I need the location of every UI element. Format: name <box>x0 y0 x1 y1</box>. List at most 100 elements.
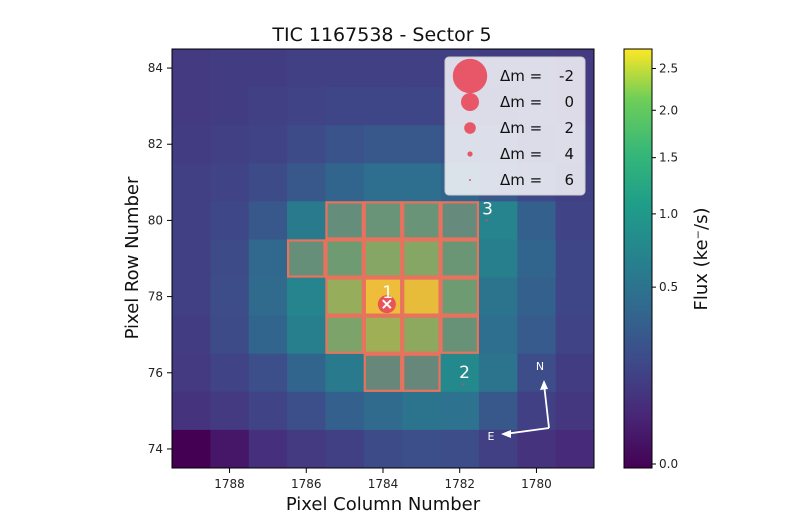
heatmap-cell-1780-77 <box>517 315 557 355</box>
legend: Δm = -2 Δm = 0 Δm = 2 Δm = 4 Δm = 6 <box>444 56 586 196</box>
heatmap-cell-1786-79 <box>287 239 326 278</box>
aperture-pixel-1784-79 <box>363 239 403 278</box>
star-label-3: 3 <box>482 199 493 219</box>
heatmap-cell-1779-78 <box>555 277 595 317</box>
colorbar-tick-label: 0.0 <box>659 457 678 471</box>
y-tick-label: 82 <box>148 137 163 151</box>
heatmap-cell-1787-82 <box>248 125 288 164</box>
aperture-pixel-1782-80 <box>440 201 480 240</box>
aperture-pixel-1785-79 <box>325 239 364 278</box>
heatmap-cell-1789-77 <box>172 315 211 355</box>
legend-value: -2 <box>559 67 574 85</box>
heatmap-cell-1779-75 <box>555 391 595 431</box>
heatmap-cell-1783-75 <box>402 391 441 431</box>
heatmap-cell-1782-77 <box>440 315 480 355</box>
legend-value: 4 <box>564 145 574 163</box>
heatmap-cell-1784-74 <box>363 429 403 469</box>
heatmap-cell-1787-80 <box>248 201 288 240</box>
x-axis-title: Pixel Column Number <box>286 494 481 515</box>
colorbar-tick-label: 1.0 <box>659 207 678 221</box>
heatmap-cell-1789-81 <box>172 163 211 202</box>
legend-label: Δm = <box>500 119 542 137</box>
aperture-pixel-1783-80 <box>402 201 441 240</box>
heatmap-cell-1784-83 <box>363 87 403 126</box>
heatmap-cell-1780-80 <box>517 201 557 240</box>
heatmap-cell-1785-75 <box>325 391 365 431</box>
heatmap-cell-1784-79 <box>363 239 403 278</box>
y-tick-label: 78 <box>148 290 163 304</box>
heatmap-cell-1781-74 <box>478 429 518 469</box>
legend-box <box>444 56 586 196</box>
legend-value: 0 <box>564 93 574 111</box>
legend-marker <box>452 58 488 94</box>
heatmap-cell-1788-82 <box>210 125 250 164</box>
heatmap-cell-1786-81 <box>287 163 326 202</box>
heatmap-cell-1788-84 <box>210 49 250 88</box>
heatmap-cell-1783-77 <box>402 315 441 355</box>
heatmap-cell-1789-83 <box>172 87 211 126</box>
heatmap-cell-1789-78 <box>172 277 211 317</box>
colorbar-label: Flux (ke⁻/s) <box>691 208 712 311</box>
x-tick-label: 1784 <box>368 477 399 491</box>
heatmap-cell-1781-79 <box>478 239 518 278</box>
heatmap-cell-1789-75 <box>172 391 211 431</box>
heatmap-cell-1786-74 <box>287 429 326 469</box>
heatmap-cell-1788-75 <box>210 391 250 431</box>
star-marker-2 <box>462 383 465 386</box>
aperture-pixel-1784-80 <box>363 201 403 240</box>
aperture-mask <box>286 201 480 392</box>
heatmap-cell-1782-76 <box>440 353 480 393</box>
legend-value: 6 <box>564 171 574 189</box>
heatmap-cell-1786-77 <box>287 315 326 355</box>
heatmap-cell-1783-81 <box>402 163 441 202</box>
heatmap-cell-1782-74 <box>440 429 480 469</box>
aperture-pixel-1783-77 <box>402 315 441 354</box>
aperture-pixel-1784-77 <box>363 315 403 354</box>
legend-label: Δm = <box>500 145 542 163</box>
heatmap-cell-1788-77 <box>210 315 250 355</box>
x-tick-label: 1786 <box>291 477 322 491</box>
heatmap-cell-1787-75 <box>248 391 288 431</box>
colorbar <box>623 48 653 469</box>
heatmap-cell-1785-79 <box>325 239 365 278</box>
heatmap-cell-1788-80 <box>210 201 250 240</box>
heatmap-cell-1786-84 <box>287 49 326 88</box>
heatmap-cell-1787-74 <box>248 429 288 469</box>
heatmap-cell-1780-75 <box>517 391 557 431</box>
heatmap-cell-1785-82 <box>325 125 365 164</box>
heatmap-cell-1781-78 <box>478 277 518 317</box>
heatmap-cell-1784-76 <box>363 353 403 393</box>
heatmap-cell-1783-80 <box>402 201 441 240</box>
legend-label: Δm = <box>500 93 542 111</box>
heatmap-cell-1784-84 <box>363 49 403 88</box>
north-arrowhead-icon <box>540 380 548 390</box>
heatmap-cell-1787-79 <box>248 239 288 278</box>
aperture-pixel-1785-80 <box>325 201 364 240</box>
heatmap-cell-1783-82 <box>402 125 441 164</box>
heatmap-cell-1779-77 <box>555 315 595 355</box>
y-tick-label: 76 <box>148 366 163 380</box>
x-axis: 1788 1786 1784 1782 1780 <box>214 468 552 491</box>
heatmap-cell-1783-83 <box>402 87 441 126</box>
chart-title: TIC 1167538 - Sector 5 <box>271 24 491 46</box>
colorbar-tick-label: 2.5 <box>659 62 678 76</box>
heatmap-cell-1789-76 <box>172 353 211 393</box>
heatmap-cell-1786-78 <box>287 277 326 317</box>
heatmap-cell-1780-74 <box>517 429 557 469</box>
heatmap-cell-1787-78 <box>248 277 288 317</box>
aperture-pixel-1782-78 <box>440 277 480 316</box>
heatmap-cell-1786-75 <box>287 391 326 431</box>
heatmap-cell-1786-76 <box>287 353 326 393</box>
y-tick-label: 84 <box>148 61 163 75</box>
heatmap-cell-1780-79 <box>517 239 557 278</box>
heatmap-cell-1779-79 <box>555 239 595 278</box>
legend-value: 2 <box>564 119 574 137</box>
heatmap-cell-1786-83 <box>287 87 326 126</box>
x-tick-label: 1780 <box>521 477 552 491</box>
heatmap-cell-1780-76 <box>517 353 557 393</box>
heatmap-cell-1785-76 <box>325 353 365 393</box>
aperture-pixel-1782-77 <box>440 315 480 354</box>
heatmap-cell-1781-75 <box>478 391 518 431</box>
heatmap-cell-1781-77 <box>478 315 518 355</box>
heatmap-cell-1787-83 <box>248 87 288 126</box>
